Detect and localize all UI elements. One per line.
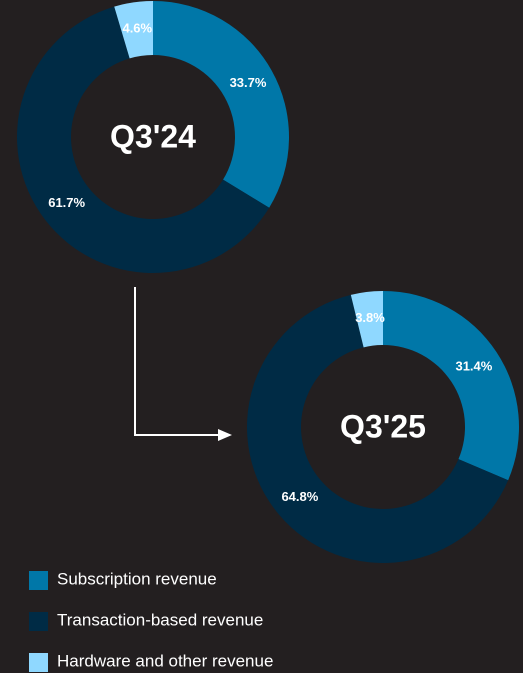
slice-label: 31.4%	[455, 358, 492, 373]
pie-slice	[114, 1, 153, 59]
legend-label: Hardware and other revenue	[57, 651, 273, 670]
legend-swatch	[29, 612, 48, 631]
slice-label: 3.8%	[355, 310, 385, 325]
legend-swatch	[29, 571, 48, 590]
slice-label: 33.7%	[230, 75, 267, 90]
pie-slice	[153, 1, 290, 208]
pie-slice	[246, 294, 509, 563]
legend-swatch	[29, 653, 48, 672]
connector-arrow	[134, 287, 232, 441]
pie-slice	[17, 6, 270, 273]
slice-label: 61.7%	[48, 195, 85, 210]
pie-slice	[350, 291, 383, 348]
legend-label: Subscription revenue	[57, 569, 217, 588]
chart-title: Q3'24	[110, 118, 196, 154]
chart-title: Q3'25	[340, 408, 426, 444]
legend-label: Transaction-based revenue	[57, 610, 263, 629]
pie-slice	[383, 291, 519, 481]
slice-label: 4.6%	[122, 21, 152, 36]
slice-label: 64.8%	[281, 489, 318, 504]
